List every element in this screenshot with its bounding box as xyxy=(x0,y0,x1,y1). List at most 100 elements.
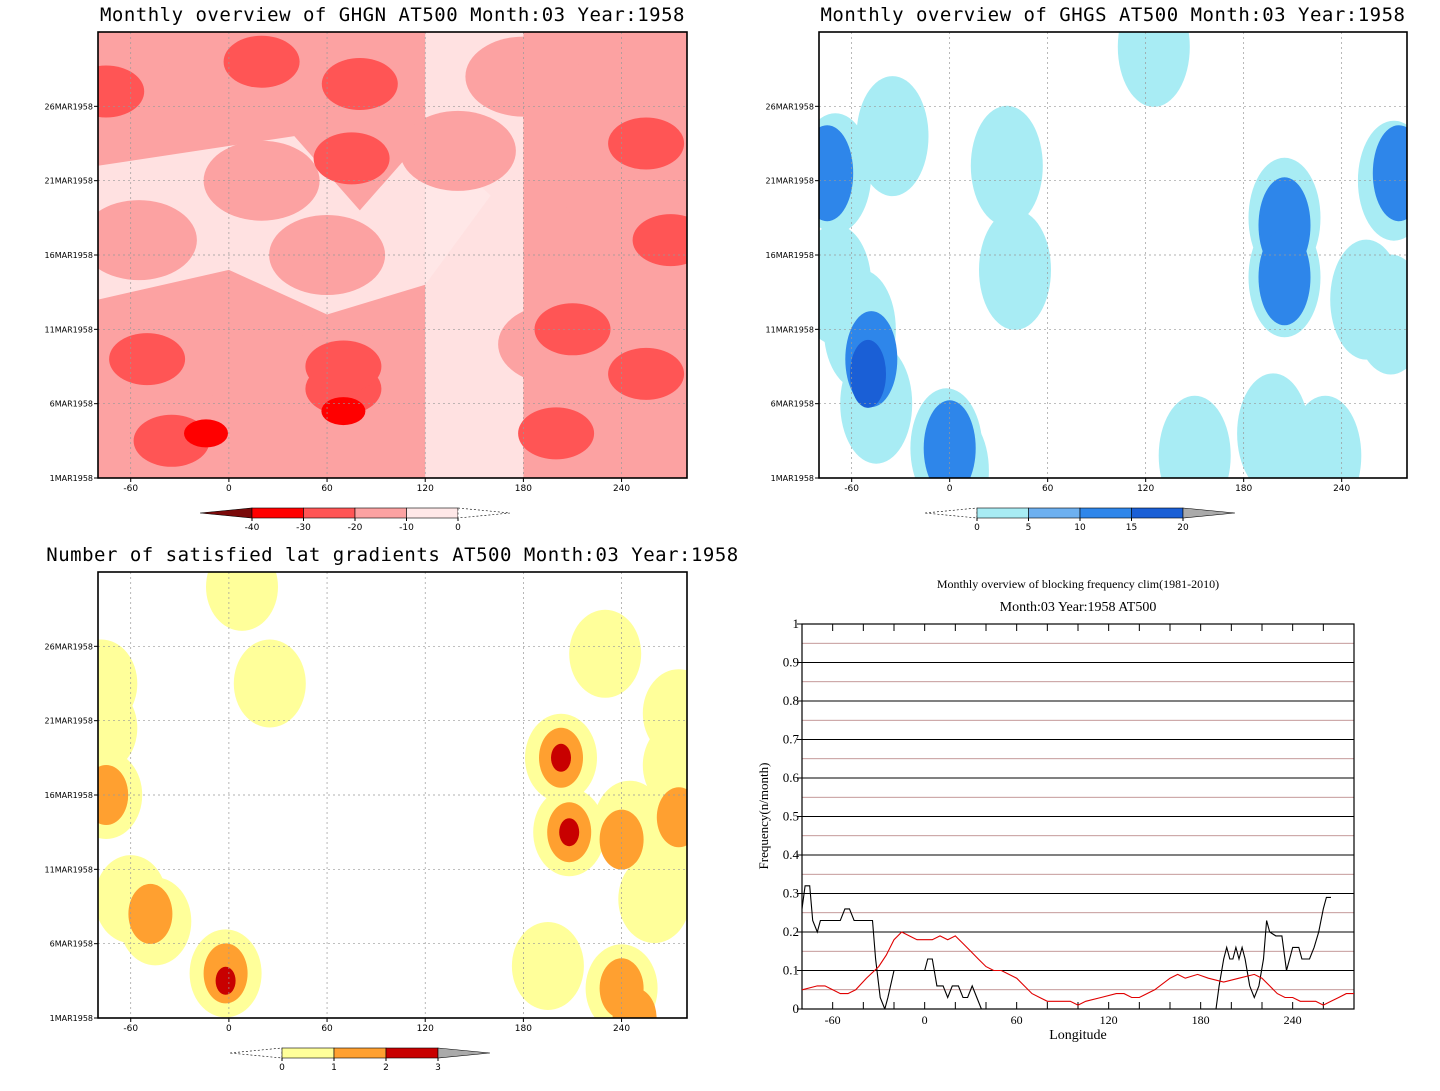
y-tick-label: 21MAR1958 xyxy=(45,717,93,726)
x-tick-label: 180 xyxy=(1192,1013,1210,1027)
contour-fill xyxy=(1258,229,1311,326)
colorbar-label: -10 xyxy=(399,523,414,533)
x-tick-label: -60 xyxy=(123,484,138,494)
colorbar: -40 -30 -20 -10 0 xyxy=(199,507,511,533)
x-tick-label: 240 xyxy=(1284,1013,1302,1027)
plot-area xyxy=(98,572,687,1018)
y-tick-label: 1 xyxy=(793,616,800,631)
colorbar-box xyxy=(281,1047,335,1059)
chart-title: Monthly overview of GHGS AT500 Month:03 … xyxy=(820,4,1405,26)
colorbar-box xyxy=(385,1047,439,1059)
colorbar-extend-high xyxy=(1182,507,1236,519)
contour-fill xyxy=(98,200,197,281)
y-tick-label: 1MAR1958 xyxy=(771,474,814,483)
y-tick-label: 16MAR1958 xyxy=(45,251,93,260)
chart-title: Number of satisfied lat gradients AT500 … xyxy=(46,544,738,566)
y-tick-label: 11MAR1958 xyxy=(45,325,93,334)
colorbar-box xyxy=(406,507,459,519)
contour-fill xyxy=(223,35,300,88)
colorbar-box xyxy=(303,507,356,519)
x-tick-label: 240 xyxy=(613,484,630,494)
chart-title: Monthly overview of blocking frequency c… xyxy=(937,577,1219,591)
contour-fill xyxy=(632,214,687,267)
contour-fill xyxy=(596,32,687,102)
contour-fill xyxy=(563,155,680,236)
contour-fill xyxy=(534,303,611,356)
chart-title: Monthly overview of GHGN AT500 Month:03 … xyxy=(100,4,685,26)
y-tick-label: 26MAR1958 xyxy=(766,102,814,111)
x-tick-label: 180 xyxy=(1235,484,1252,494)
y-tick-label: 0.6 xyxy=(783,770,800,785)
contour-fill xyxy=(321,397,366,426)
contour-fill xyxy=(569,609,642,698)
contour-fill xyxy=(98,65,145,118)
x-tick-label: 240 xyxy=(613,1024,630,1034)
y-tick-label: 6MAR1958 xyxy=(50,400,93,409)
y-tick-label: 11MAR1958 xyxy=(766,325,814,334)
contour-fill xyxy=(203,140,320,221)
contour-fill xyxy=(1289,395,1362,478)
contour-fill xyxy=(321,58,398,110)
x-tick-label: 60 xyxy=(1042,484,1054,494)
contour-fill xyxy=(465,36,582,117)
contour-fill xyxy=(269,215,386,295)
colorbar-label: -40 xyxy=(245,523,260,533)
x-tick-label: 0 xyxy=(226,484,232,494)
chart-subtitle: Month:03 Year:1958 AT500 xyxy=(1000,600,1157,615)
contour-fill xyxy=(551,743,571,772)
x-tick-label: 60 xyxy=(321,1024,333,1034)
y-tick-label: 1MAR1958 xyxy=(50,1014,93,1023)
colorbar-label: 2 xyxy=(383,1063,389,1073)
contour-fill xyxy=(979,209,1051,330)
contour-fill xyxy=(642,669,687,758)
contour-fill xyxy=(1330,239,1403,360)
contour-fill xyxy=(518,407,595,460)
contour-fill xyxy=(923,400,976,478)
contour-fill xyxy=(305,340,382,393)
colorbar: 0 5 10 15 20 xyxy=(924,507,1236,533)
colorbar-box xyxy=(1028,507,1081,519)
y-tick-label: 1MAR1958 xyxy=(50,474,93,483)
contour-fill xyxy=(608,117,685,170)
y-tick-label: 26MAR1958 xyxy=(45,642,93,651)
x-tick-label: 120 xyxy=(417,484,434,494)
colorbar-box xyxy=(1079,507,1132,519)
contour-fill xyxy=(1372,125,1407,222)
contour-fill xyxy=(612,988,657,1018)
colorbar: 0 1 2 3 xyxy=(229,1047,491,1073)
contour-fill xyxy=(559,818,580,847)
chart-panel-3: Monthly overview of blocking frequency c… xyxy=(756,577,1355,1043)
colorbar-label: 10 xyxy=(1074,523,1086,533)
contour-fill xyxy=(184,419,228,448)
y-tick-label: 0.1 xyxy=(783,963,799,978)
contour-fill xyxy=(399,110,516,191)
series-line-1 xyxy=(802,931,1354,1006)
colorbar-box xyxy=(354,507,407,519)
chart-panel-0: Monthly overview of GHGN AT500 Month:03 … xyxy=(45,4,688,533)
contour-fill xyxy=(138,58,255,139)
plot-area xyxy=(802,885,1354,1009)
contour-fill xyxy=(656,787,687,848)
plot-area xyxy=(98,32,687,478)
x-tick-label: 180 xyxy=(515,484,532,494)
contour-fill xyxy=(233,639,306,728)
colorbar-box xyxy=(251,507,304,519)
colorbar-extend-high xyxy=(457,507,511,519)
y-tick-label: 11MAR1958 xyxy=(45,865,93,874)
contour-fill xyxy=(511,922,584,1010)
contour-fill xyxy=(1158,395,1231,478)
colorbar-label: 3 xyxy=(435,1063,441,1073)
chart-panel-2: Number of satisfied lat gradients AT500 … xyxy=(45,544,739,1073)
colorbar-extend-high xyxy=(437,1047,491,1059)
x-tick-label: -60 xyxy=(844,484,859,494)
y-tick-label: 21MAR1958 xyxy=(45,177,93,186)
x-tick-label: 60 xyxy=(1011,1013,1023,1027)
colorbar-label: -30 xyxy=(296,523,311,533)
y-tick-label: 26MAR1958 xyxy=(45,102,93,111)
colorbar-extend-low xyxy=(229,1047,283,1059)
colorbar-label: 20 xyxy=(1177,523,1189,533)
colorbar-label: 15 xyxy=(1126,523,1137,533)
y-tick-label: 0.7 xyxy=(783,732,800,747)
contour-fill xyxy=(819,224,872,345)
x-tick-label: 180 xyxy=(515,1024,532,1034)
